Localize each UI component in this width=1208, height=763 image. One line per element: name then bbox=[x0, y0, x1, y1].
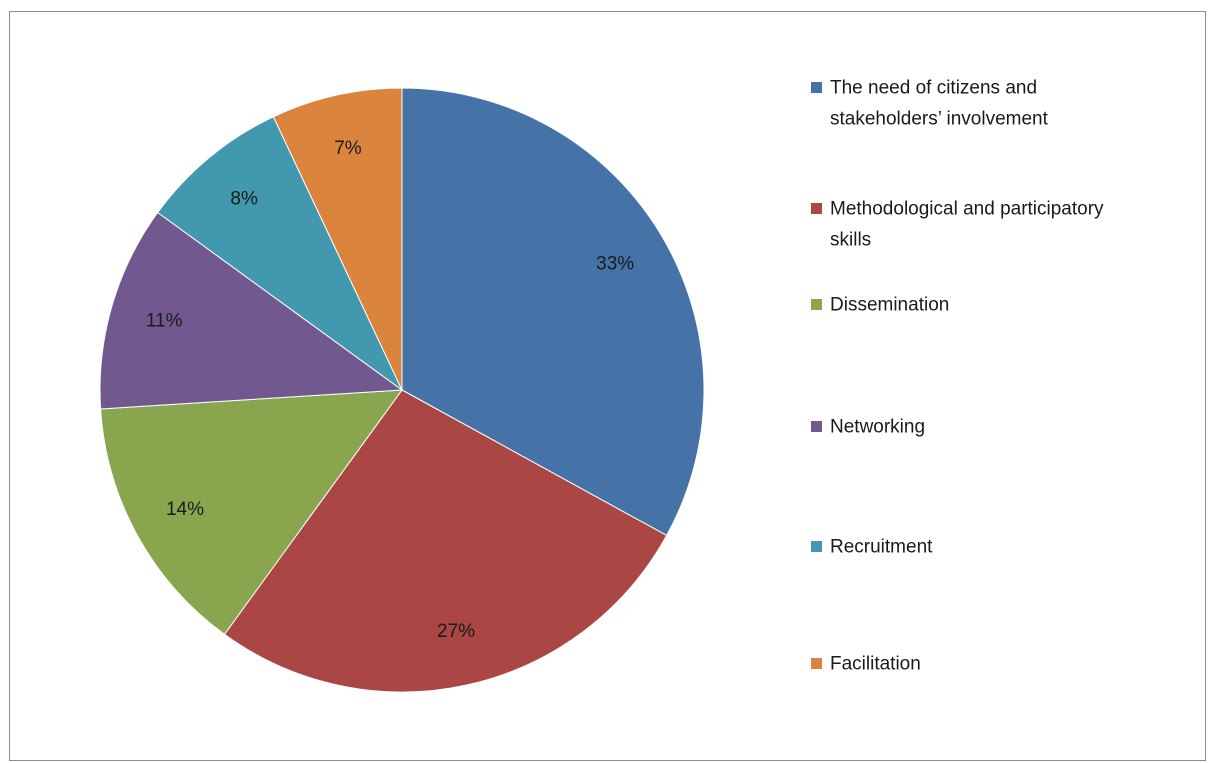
data-label-1: 33% bbox=[596, 253, 634, 274]
data-label-2: 27% bbox=[437, 621, 475, 642]
pie-slice-6 bbox=[272, 87, 403, 391]
legend-swatch-1 bbox=[811, 82, 822, 93]
legend-swatch-6 bbox=[811, 658, 822, 669]
legend-swatch-4 bbox=[811, 421, 822, 432]
legend-label-1-line-1: The need of citizens and bbox=[830, 78, 1037, 99]
pie-data-labels: 33% 27% 14% 11% 8% 7% bbox=[146, 138, 634, 642]
legend-label-4: Networking bbox=[830, 417, 925, 438]
legend: The need of citizens and stakeholders’ in… bbox=[811, 78, 1104, 675]
legend-label-2-line-1: Methodological and participatory bbox=[830, 199, 1104, 220]
pie-slice-5 bbox=[156, 116, 403, 391]
legend-label-1-line-2: stakeholders’ involvement bbox=[830, 109, 1049, 130]
legend-swatch-2 bbox=[811, 203, 822, 214]
data-label-3: 14% bbox=[166, 499, 204, 520]
pie-slice-1 bbox=[401, 87, 705, 537]
pie-slice-3 bbox=[100, 389, 404, 636]
pie-slices bbox=[99, 87, 705, 693]
legend-label-3: Dissemination bbox=[830, 295, 949, 316]
legend-label-2-line-2: skills bbox=[830, 230, 871, 251]
pie-slice-2 bbox=[223, 389, 668, 693]
data-label-6: 7% bbox=[334, 138, 362, 159]
data-label-4: 11% bbox=[146, 310, 183, 331]
data-label-5: 8% bbox=[230, 189, 258, 210]
legend-swatch-3 bbox=[811, 299, 822, 310]
legend-label-6: Facilitation bbox=[830, 654, 921, 675]
pie-slice-4 bbox=[99, 211, 404, 410]
legend-swatch-5 bbox=[811, 541, 822, 552]
legend-label-5: Recruitment bbox=[830, 537, 933, 558]
